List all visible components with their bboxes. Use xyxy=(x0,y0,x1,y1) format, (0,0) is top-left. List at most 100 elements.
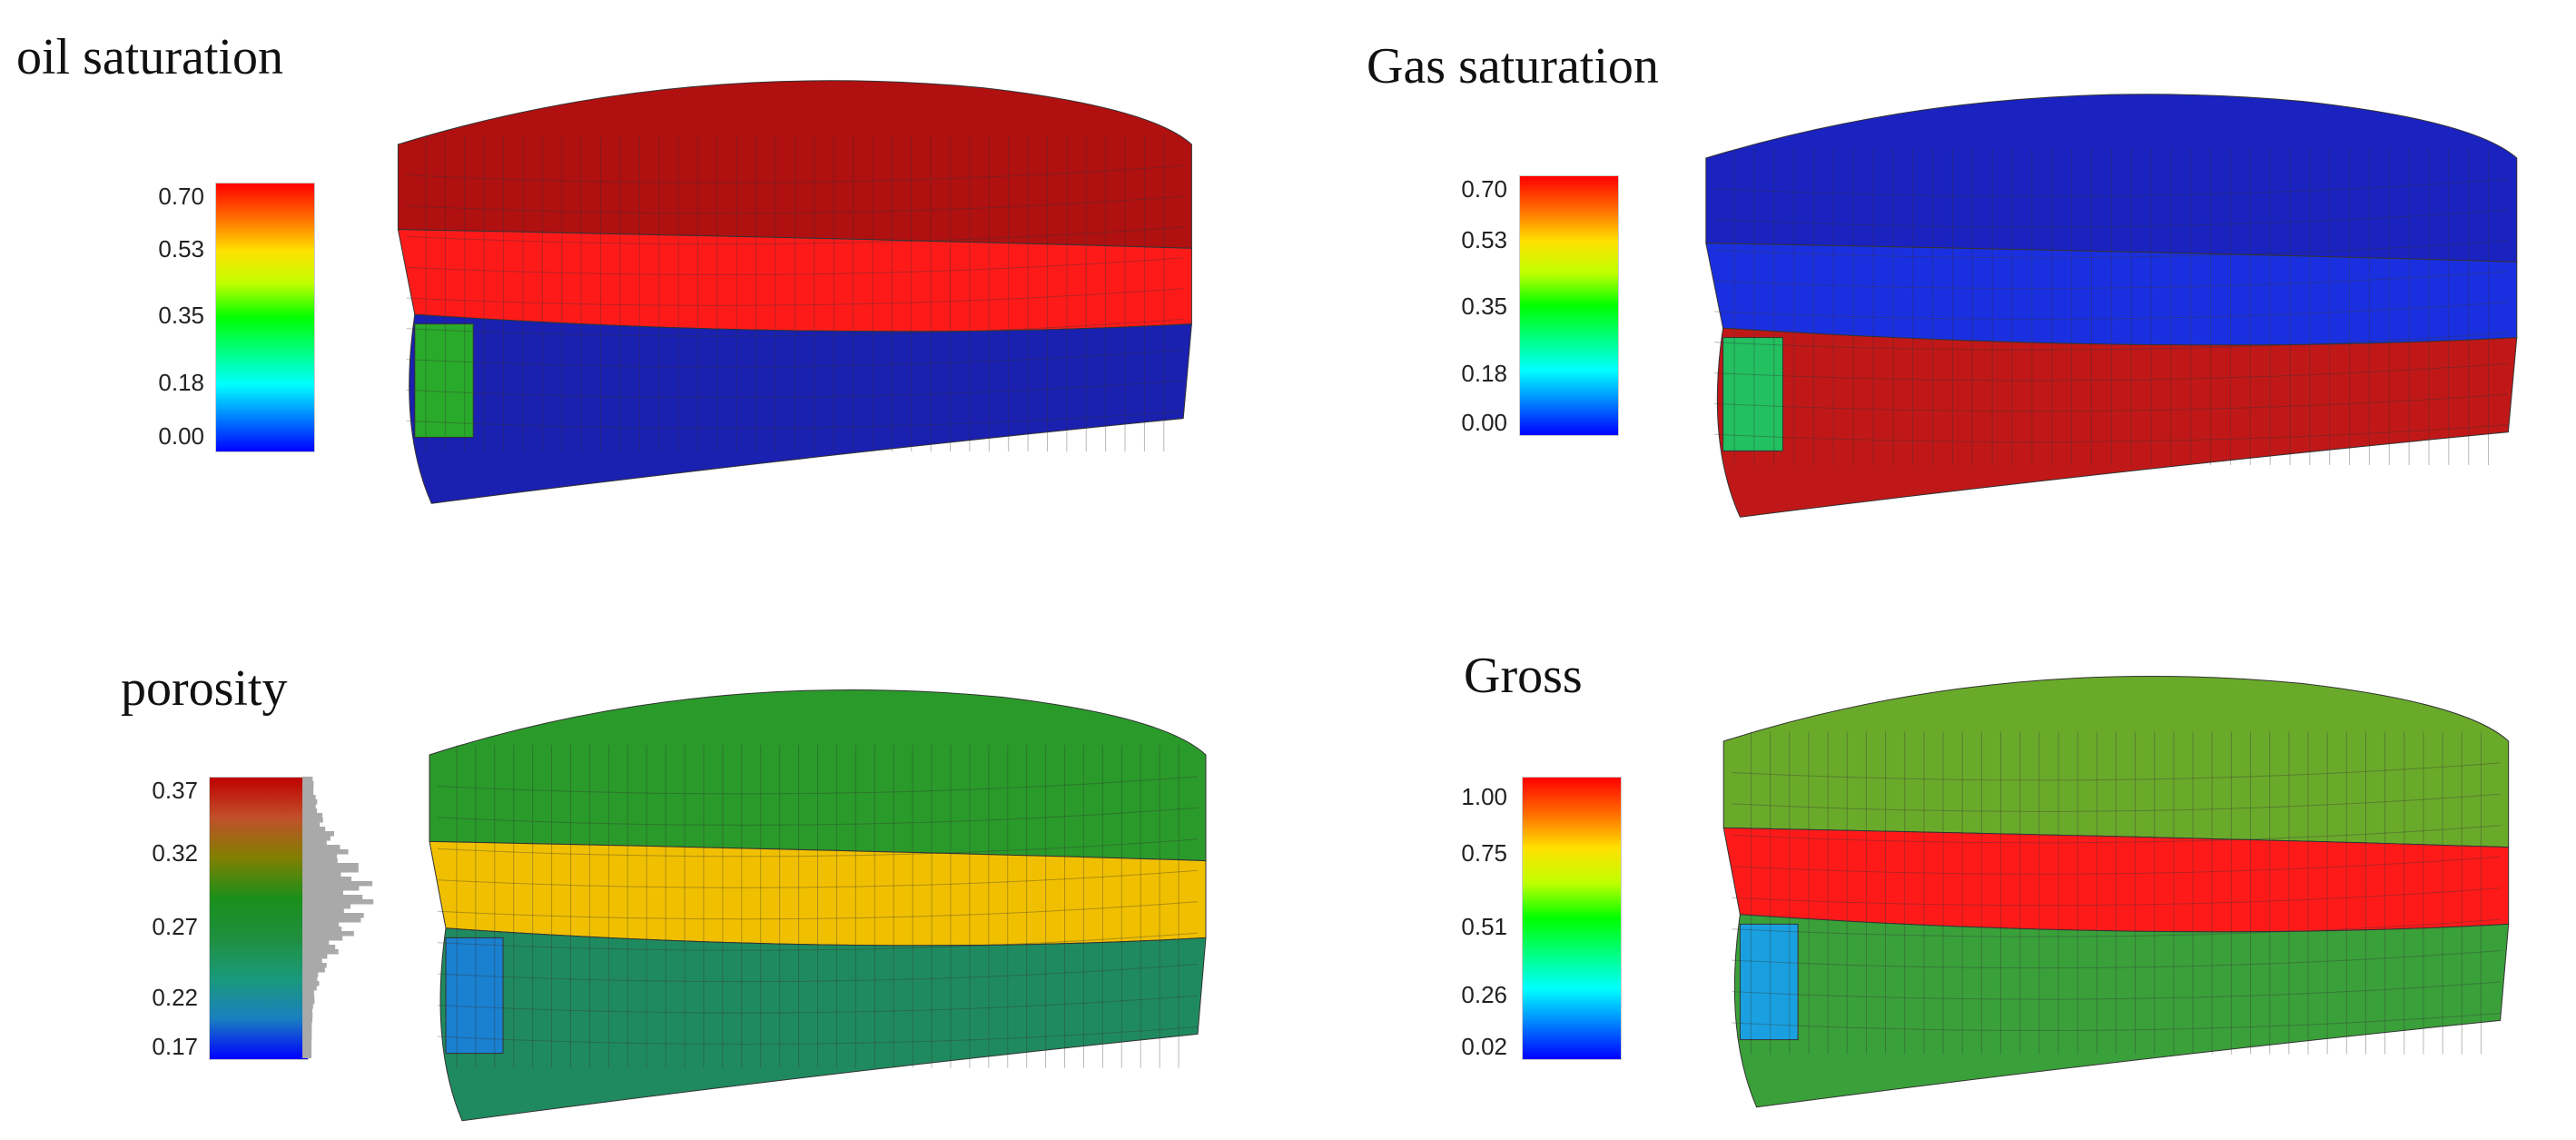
histogram-bar xyxy=(302,799,318,805)
histogram-bar xyxy=(302,1040,312,1046)
colorbar-tick: 0.26 xyxy=(1461,981,1507,1008)
model-layer-line xyxy=(1714,362,2509,382)
histogram-bar xyxy=(302,963,327,968)
histogram-bar xyxy=(302,840,327,846)
histogram-bar xyxy=(302,849,349,855)
histogram-bar xyxy=(302,790,314,796)
model-layer-line xyxy=(406,411,1184,430)
colorbar-tick: 0.27 xyxy=(152,913,198,940)
model-layer-line xyxy=(1714,424,2509,443)
colorbar xyxy=(209,777,309,1060)
histogram-bar xyxy=(302,958,322,964)
model-layer-line xyxy=(1714,209,2509,228)
histogram-bar xyxy=(302,1017,312,1023)
histogram-bar xyxy=(302,836,331,841)
panel-oil-saturation: oil saturation 0.70 0.53 0.35 0.18 0.00 xyxy=(0,0,1271,545)
colorbar-tick: 0.37 xyxy=(152,777,198,804)
model-layer-line xyxy=(1714,393,2509,412)
model-layer-line xyxy=(437,807,1199,826)
colorbar-tick: 0.53 xyxy=(1461,226,1507,253)
panel-gas-saturation: Gas saturation 0.70 0.53 0.35 0.18 0.00 xyxy=(1289,0,2570,545)
panel-gross: Gross 1.00 0.75 0.51 0.26 0.02 xyxy=(1289,581,2570,1135)
colorbar-tick: 0.75 xyxy=(1461,839,1507,867)
model-layer-line xyxy=(406,288,1184,306)
model-layer-line xyxy=(1732,887,2501,907)
model-front-block xyxy=(414,323,474,438)
model-layer-line xyxy=(1732,981,2501,1000)
colorbar-tick: 0.70 xyxy=(1461,175,1507,203)
model-layer-line xyxy=(406,380,1184,399)
histogram-bar xyxy=(302,818,323,823)
histogram-bar xyxy=(302,981,320,986)
histogram-bar xyxy=(302,967,325,973)
histogram-bar xyxy=(302,890,343,896)
model-front-block xyxy=(1722,337,1783,451)
model-layer-line xyxy=(1732,918,2501,937)
histogram-bar xyxy=(302,827,326,832)
model-layer-line xyxy=(406,195,1184,214)
histogram-bar xyxy=(302,1036,312,1041)
histogram-bar xyxy=(302,781,314,787)
model-layer-line xyxy=(1732,762,2501,781)
colorbar-tick: 0.18 xyxy=(158,369,204,396)
colorbar-tick: 0.22 xyxy=(152,984,198,1011)
model-layer-line xyxy=(406,318,1184,337)
histogram-bar xyxy=(302,954,328,959)
histogram-bar xyxy=(302,822,321,828)
histogram xyxy=(302,777,374,1058)
histogram-bar xyxy=(302,976,318,982)
model-lower-layers xyxy=(1733,914,2510,1108)
colorbar-tick: 0.35 xyxy=(158,302,204,329)
model-layer-line xyxy=(1732,825,2501,844)
histogram-bar xyxy=(302,908,344,914)
histogram-bar xyxy=(302,972,319,977)
reservoir-model-3d xyxy=(1722,675,2510,1108)
histogram-bar xyxy=(302,854,337,859)
histogram-bar xyxy=(302,936,343,941)
model-layer-line xyxy=(406,257,1184,276)
model-layer-line xyxy=(1714,271,2509,290)
histogram-bar xyxy=(302,895,363,900)
histogram-bar xyxy=(302,777,313,782)
colorbar-tick: 0.32 xyxy=(152,839,198,867)
model-layer-line xyxy=(1714,332,2509,351)
histogram-bar xyxy=(302,1022,312,1027)
histogram-bar xyxy=(302,886,360,891)
panel-title: Gas saturation xyxy=(1367,38,1659,94)
colorbar-tick: 0.00 xyxy=(1461,409,1507,436)
model-layer-line xyxy=(406,226,1184,245)
model-front-block xyxy=(445,937,504,1055)
histogram-bar xyxy=(302,1054,311,1058)
histogram-bar xyxy=(302,1004,313,1009)
histogram-bar xyxy=(302,808,318,814)
histogram-bar xyxy=(302,917,361,923)
colorbar-tick: 0.35 xyxy=(1461,292,1507,320)
panel-porosity: porosity 0.37 0.32 0.27 0.22 0.17 xyxy=(0,581,1271,1135)
histogram-bar xyxy=(302,1008,312,1014)
model-layer-line xyxy=(437,838,1199,857)
panel-title: Gross xyxy=(1464,648,1583,704)
model-layer-line xyxy=(437,901,1199,920)
panel-title: porosity xyxy=(121,660,288,717)
histogram-bar xyxy=(302,881,373,887)
colorbar xyxy=(1522,777,1622,1060)
reservoir-model-3d xyxy=(1705,94,2518,518)
histogram-bar xyxy=(302,1013,313,1018)
model-lower-layers xyxy=(439,927,1207,1122)
reservoir-model-3d xyxy=(397,80,1192,504)
model-lower-layers xyxy=(409,313,1192,504)
model-layer-line xyxy=(406,349,1184,368)
model-layer-line xyxy=(406,164,1184,183)
model-layer-line xyxy=(437,932,1199,951)
histogram-bar xyxy=(302,949,339,955)
histogram-bar xyxy=(302,995,315,1000)
model-layer-line xyxy=(1732,1012,2501,1032)
histogram-bar xyxy=(302,913,364,918)
histogram-bar xyxy=(302,922,340,927)
histogram-bar xyxy=(302,899,374,905)
model-front-block xyxy=(1739,923,1799,1041)
model-layer-line xyxy=(437,964,1199,983)
histogram-bar xyxy=(302,1049,312,1055)
model-layer-line xyxy=(1732,950,2501,969)
